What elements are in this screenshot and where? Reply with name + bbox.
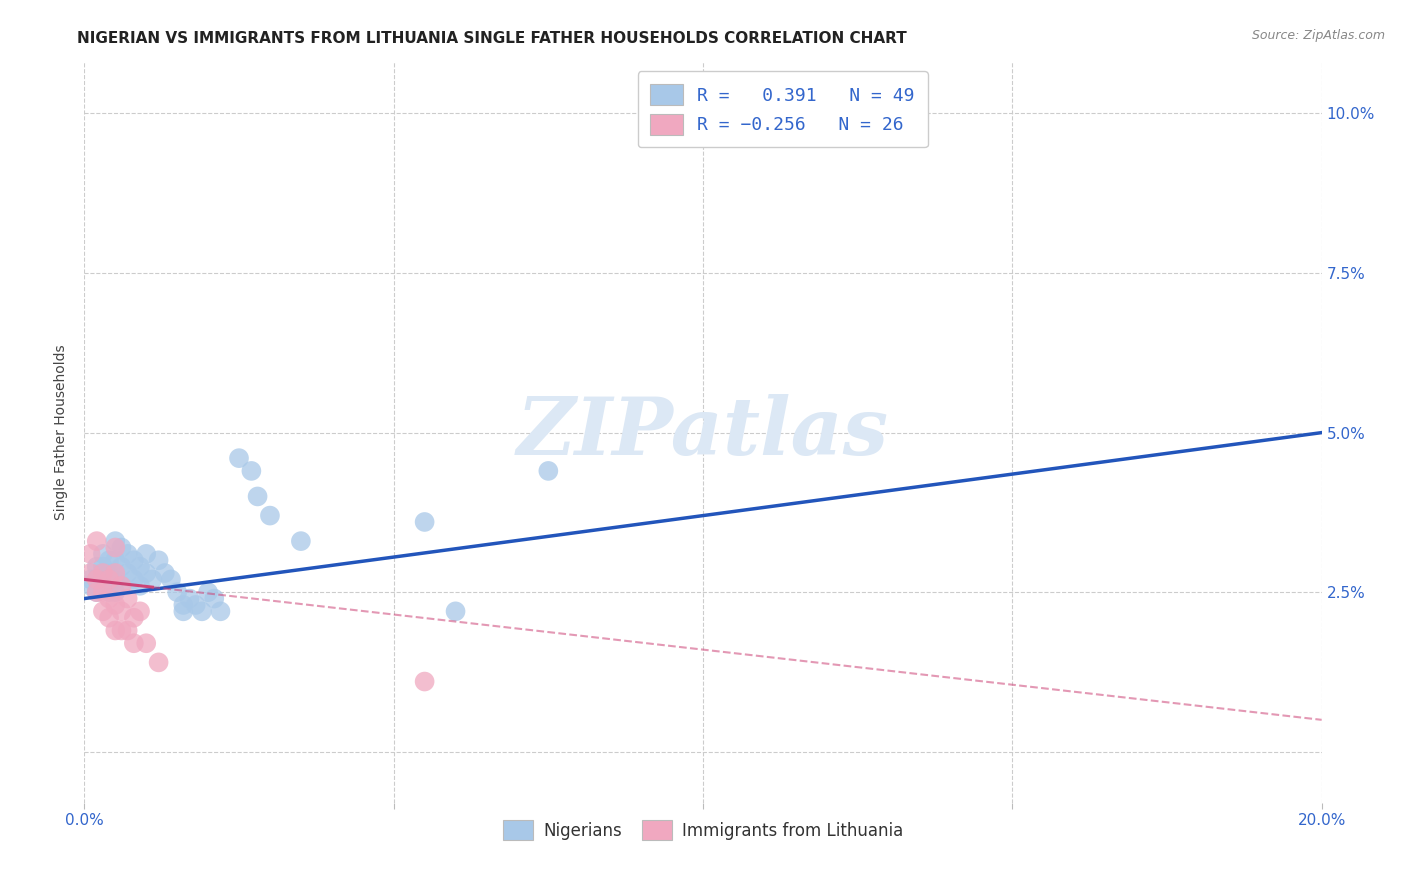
- Point: [86, 573, 108, 587]
- Point: [86, 585, 108, 599]
- Point: [179, 591, 201, 606]
- Point: [98, 553, 121, 567]
- Point: [110, 579, 132, 593]
- Point: [202, 591, 225, 606]
- Point: [91, 579, 114, 593]
- Point: [86, 585, 108, 599]
- Point: [135, 547, 157, 561]
- Y-axis label: Single Father Households: Single Father Households: [55, 345, 69, 520]
- Point: [129, 579, 152, 593]
- Point: [86, 534, 108, 549]
- Point: [692, 126, 714, 140]
- Point: [98, 573, 121, 587]
- Legend: Nigerians, Immigrants from Lithuania: Nigerians, Immigrants from Lithuania: [496, 814, 910, 847]
- Point: [104, 566, 127, 580]
- Point: [79, 573, 101, 587]
- Point: [79, 547, 101, 561]
- Point: [148, 553, 170, 567]
- Point: [104, 598, 127, 612]
- Point: [98, 585, 121, 599]
- Point: [104, 534, 127, 549]
- Point: [129, 604, 152, 618]
- Point: [537, 464, 560, 478]
- Point: [91, 585, 114, 599]
- Point: [197, 585, 219, 599]
- Point: [141, 573, 163, 587]
- Point: [246, 490, 269, 504]
- Point: [110, 624, 132, 638]
- Text: ZIPatlas: ZIPatlas: [517, 394, 889, 471]
- Point: [91, 604, 114, 618]
- Point: [122, 553, 145, 567]
- Point: [122, 610, 145, 624]
- Text: Source: ZipAtlas.com: Source: ZipAtlas.com: [1251, 29, 1385, 42]
- Point: [444, 604, 467, 618]
- Point: [172, 604, 194, 618]
- Point: [117, 624, 139, 638]
- Point: [79, 579, 101, 593]
- Point: [110, 559, 132, 574]
- Point: [166, 585, 188, 599]
- Point: [129, 559, 152, 574]
- Point: [148, 656, 170, 670]
- Point: [104, 573, 127, 587]
- Point: [104, 585, 127, 599]
- Point: [153, 566, 176, 580]
- Point: [117, 566, 139, 580]
- Point: [122, 573, 145, 587]
- Point: [86, 559, 108, 574]
- Point: [91, 566, 114, 580]
- Point: [104, 553, 127, 567]
- Point: [98, 610, 121, 624]
- Point: [413, 674, 436, 689]
- Point: [122, 636, 145, 650]
- Point: [290, 534, 312, 549]
- Point: [104, 541, 127, 555]
- Point: [86, 573, 108, 587]
- Point: [117, 591, 139, 606]
- Point: [98, 566, 121, 580]
- Point: [104, 624, 127, 638]
- Point: [228, 451, 250, 466]
- Point: [98, 591, 121, 606]
- Point: [110, 541, 132, 555]
- Point: [91, 559, 114, 574]
- Point: [160, 573, 183, 587]
- Point: [240, 464, 263, 478]
- Point: [259, 508, 281, 523]
- Point: [413, 515, 436, 529]
- Point: [184, 598, 207, 612]
- Point: [172, 598, 194, 612]
- Point: [135, 566, 157, 580]
- Point: [135, 636, 157, 650]
- Point: [191, 604, 214, 618]
- Point: [91, 566, 114, 580]
- Text: NIGERIAN VS IMMIGRANTS FROM LITHUANIA SINGLE FATHER HOUSEHOLDS CORRELATION CHART: NIGERIAN VS IMMIGRANTS FROM LITHUANIA SI…: [77, 31, 907, 46]
- Point: [91, 547, 114, 561]
- Point: [110, 604, 132, 618]
- Point: [110, 579, 132, 593]
- Point: [117, 547, 139, 561]
- Point: [209, 604, 232, 618]
- Point: [79, 566, 101, 580]
